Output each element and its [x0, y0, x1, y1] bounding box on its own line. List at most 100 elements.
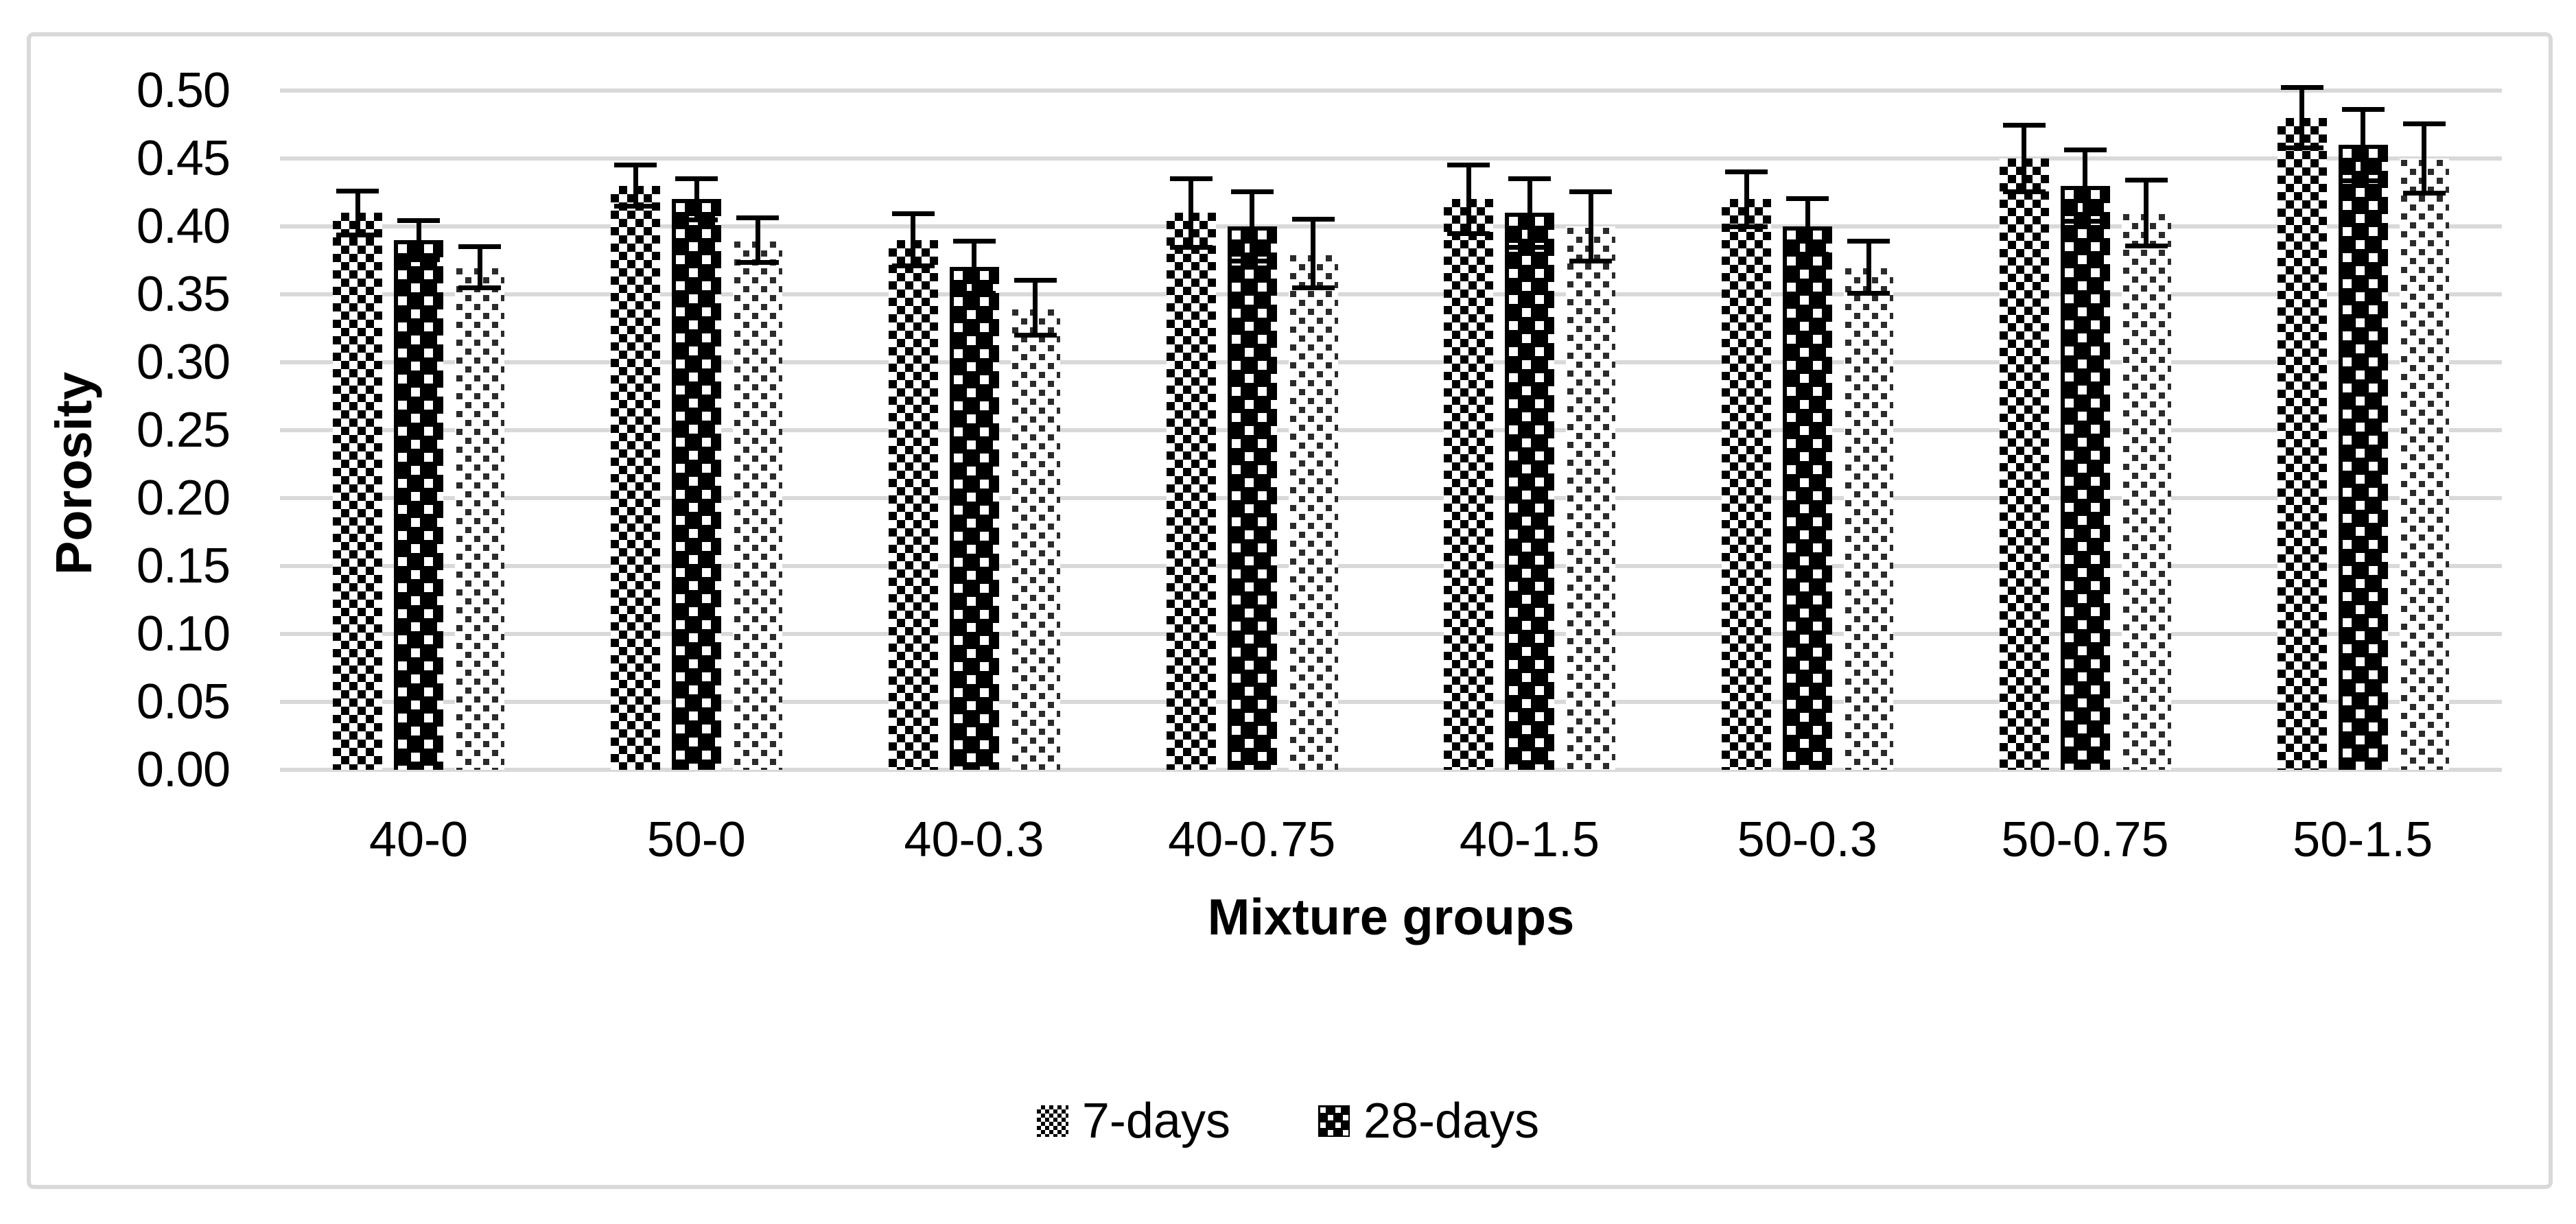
gridline — [280, 89, 2502, 93]
error-bar-line — [755, 220, 760, 261]
y-tick-label: 0.30 — [136, 335, 231, 390]
error-bar-top-cap — [614, 162, 657, 167]
error-bar-top-cap — [2002, 123, 2046, 128]
bar-28-days-50-0.75 — [2060, 185, 2110, 770]
bar-7-days-50-0.3 — [1722, 199, 1772, 770]
bar-series3-50-1.5 — [2399, 158, 2449, 770]
bar-series3-50-0.75 — [2121, 213, 2171, 770]
gridline — [280, 496, 2502, 500]
bar-series3-40-0 — [455, 267, 505, 770]
error-bar-line — [355, 192, 360, 233]
error-bar-top-cap — [1786, 196, 1829, 202]
bar-7-days-40-1.5 — [1444, 199, 1494, 770]
gridline — [280, 428, 2502, 432]
legend-entry-28-days: 28-days — [1318, 1096, 1539, 1146]
bar-series3-40-0.3 — [1010, 307, 1060, 770]
black-dot-swatch-icon — [1318, 1105, 1350, 1137]
error-bar-top-cap — [2124, 177, 2168, 183]
y-tick-label: 0.00 — [136, 742, 231, 797]
error-bar-bottom-cap — [1230, 258, 1274, 263]
error-bar-top-cap — [397, 218, 441, 224]
error-bar-line — [477, 248, 482, 287]
checkerboard-swatch-icon — [1036, 1105, 1068, 1137]
error-bar-top-cap — [2341, 106, 2385, 112]
y-tick-label: 0.15 — [136, 539, 231, 593]
error-bar-line — [416, 222, 421, 258]
error-bar-bottom-cap — [1291, 285, 1335, 291]
error-bar-line — [1250, 193, 1255, 259]
error-bar-top-cap — [1014, 278, 1057, 283]
error-bar-top-cap — [1169, 176, 1213, 181]
error-bar-line — [1866, 242, 1871, 292]
y-tick-label: 0.05 — [136, 674, 231, 729]
error-bar-line — [2299, 89, 2305, 147]
error-bar-top-cap — [1847, 238, 1890, 244]
error-bar-line — [1033, 282, 1038, 334]
error-bar-line — [911, 215, 916, 265]
error-bar-bottom-cap — [2402, 190, 2446, 196]
bar-7-days-40-0.3 — [888, 239, 938, 770]
error-bar-line — [2422, 126, 2427, 191]
legend-label: 7-days — [1081, 1094, 1230, 1149]
legend-label: 28-days — [1363, 1094, 1540, 1149]
x-tick-label: 40-0.3 — [904, 812, 1044, 867]
x-tick-label: 50-0.75 — [2001, 812, 2169, 867]
error-bar-bottom-cap — [675, 217, 718, 223]
error-bar-top-cap — [1291, 217, 1335, 222]
gridline — [280, 156, 2502, 161]
error-bar-line — [2144, 181, 2149, 244]
bar-28-days-40-0.75 — [1227, 226, 1277, 770]
bar-28-days-40-1.5 — [1505, 213, 1555, 770]
y-tick-label: 0.10 — [136, 607, 231, 661]
y-axis-title: Porosity — [45, 371, 102, 576]
bar-28-days-50-0.3 — [1783, 226, 1833, 770]
error-bar-line — [2083, 152, 2088, 220]
error-bar-line — [2022, 127, 2027, 190]
error-bar-bottom-cap — [2002, 189, 2046, 194]
y-tick-label: 0.20 — [136, 471, 231, 526]
error-bar-line — [972, 242, 977, 292]
bar-7-days-50-0 — [611, 185, 661, 770]
gridline — [280, 700, 2502, 704]
x-tick-label: 40-0 — [368, 812, 469, 867]
error-bar-bottom-cap — [1169, 244, 1213, 250]
error-bar-line — [633, 166, 638, 205]
gridline — [280, 768, 2502, 772]
error-bar-top-cap — [891, 211, 935, 217]
bar-28-days-40-0 — [394, 239, 444, 770]
error-bar-bottom-cap — [1847, 291, 1890, 296]
error-bar-top-cap — [952, 238, 996, 244]
gridline — [280, 224, 2502, 228]
error-bar-line — [1189, 180, 1194, 246]
error-bar-top-cap — [1230, 189, 1274, 195]
error-bar-bottom-cap — [614, 204, 657, 209]
gridline — [280, 632, 2502, 636]
error-bar-bottom-cap — [458, 285, 502, 291]
legend-entry-7-days: 7-days — [1036, 1094, 1230, 1149]
error-bar-top-cap — [1725, 169, 1768, 174]
error-bar-bottom-cap — [1508, 244, 1552, 250]
error-bar-top-cap — [736, 215, 780, 221]
error-bar-bottom-cap — [2063, 219, 2107, 224]
error-bar-top-cap — [1447, 162, 1490, 167]
error-bar-bottom-cap — [1786, 251, 1829, 257]
error-bar-bottom-cap — [1447, 231, 1490, 236]
bar-28-days-50-0 — [672, 199, 722, 770]
bar-28-days-50-1.5 — [2338, 145, 2388, 770]
y-tick-label: 0.35 — [136, 267, 231, 322]
error-bar-bottom-cap — [1014, 333, 1057, 338]
error-bar-line — [1466, 166, 1471, 232]
error-bar-top-cap — [2280, 85, 2323, 91]
bar-7-days-50-0.75 — [1999, 158, 2049, 770]
error-bar-bottom-cap — [2341, 178, 2385, 183]
error-bar-line — [1805, 200, 1810, 252]
bar-7-days-40-0.75 — [1166, 213, 1216, 770]
y-tick-label: 0.40 — [136, 199, 231, 254]
error-bar-top-cap — [458, 244, 502, 249]
error-bar-line — [1311, 221, 1316, 287]
error-bar-line — [694, 180, 699, 219]
bar-series3-50-0 — [733, 239, 783, 770]
x-axis-title: Mixture groups — [1207, 888, 1575, 945]
gridline — [280, 292, 2502, 296]
